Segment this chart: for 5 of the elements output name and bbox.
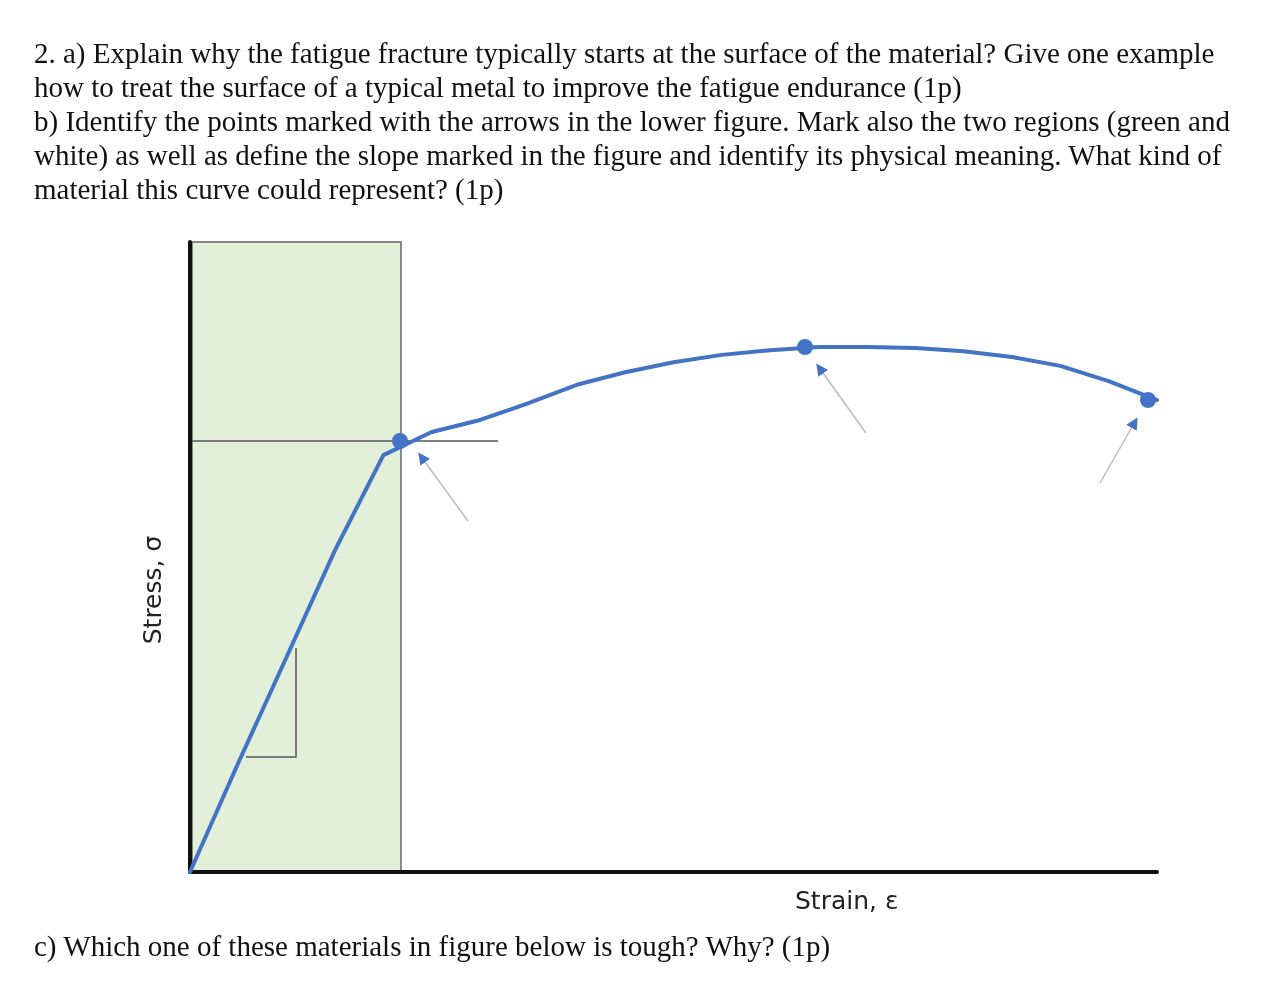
chart-title: 2. a) Explain why the fatigue fracture typically starts at the surface of the material? Give one example how to treat the surface of a typical metal to improve the fatigue endurance (1p)	[34, 36, 1216, 104]
y-axis-title: Stress, σ	[137, 535, 167, 645]
x-axis-title: Strain, ε	[795, 886, 899, 915]
text: c) Which one of these materials in figure below is tough? Why? (1p)	[34, 929, 832, 963]
chart-subtitle: b) Identify the points marked with the arrows in the lower figure. Mark also the two regions (green and white) as well as define the slope marked in the figure and identify its physical meaning. What kind of material this curve could represent? (1p)	[34, 104, 1231, 206]
